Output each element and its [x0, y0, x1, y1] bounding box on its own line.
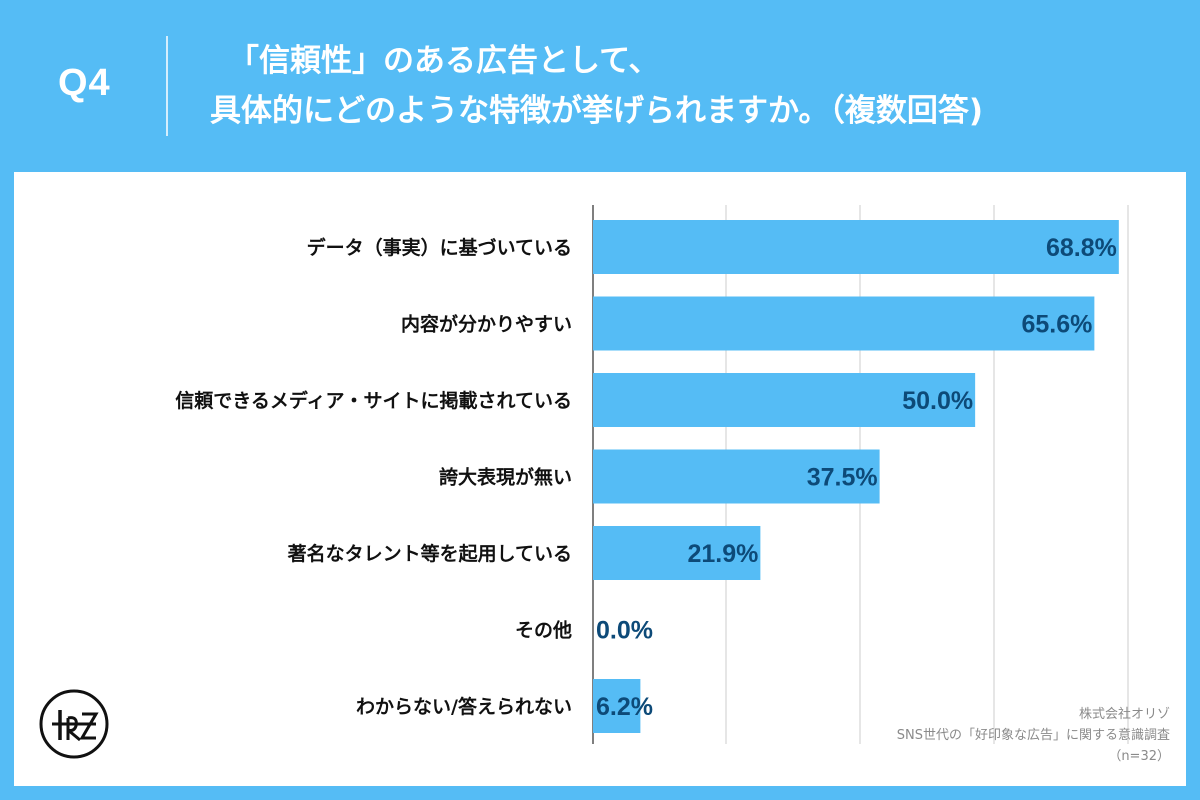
- bar: [593, 526, 761, 580]
- category-label: 著名なタレント等を起用している: [288, 542, 572, 565]
- chart-title: 「信頼性」のある広告として、 具体的にどのような特徴が挙げられますか。（複数回答…: [210, 36, 983, 136]
- footer-company: 株式会社オリゾ: [1078, 707, 1170, 722]
- header-divider: [166, 36, 168, 136]
- title-line-1: 「信頼性」のある広告として、: [228, 43, 660, 79]
- category-label: データ（事実）に基づいている: [307, 236, 572, 259]
- bar: [593, 449, 880, 504]
- footer-survey: SNS世代の「好印象な広告」に関する意識調査: [896, 728, 1170, 743]
- category-labels: データ（事実）に基づいている内容が分かりやすい信頼できるメディア・サイトに掲載さ…: [175, 236, 572, 718]
- category-label: 内容が分かりやすい: [401, 313, 572, 336]
- category-label: 誇大表現が無い: [439, 466, 572, 489]
- value-label: 65.6%: [1021, 311, 1092, 339]
- value-label: 50.0%: [902, 387, 973, 415]
- value-label: 6.2%: [596, 693, 653, 721]
- footer-source: 株式会社オリゾ SNS世代の「好印象な広告」に関する意識調査 （n=32）: [897, 704, 1170, 767]
- category-label: わからない/答えられない: [356, 695, 572, 718]
- question-label: Q4: [58, 62, 111, 104]
- bar: [593, 373, 976, 427]
- value-labels: 68.8% 65.6% 50.0% 37.5% 21.9% 0.0% 6.2%: [596, 234, 1117, 721]
- value-label: 0.0%: [596, 617, 653, 645]
- footer-sample: （n=32）: [1108, 749, 1170, 764]
- bar: [593, 679, 641, 733]
- title-line-2: 具体的にどのような特徴が挙げられますか。（複数回答): [210, 93, 984, 129]
- value-label: 68.8%: [1046, 234, 1117, 262]
- bar: [593, 296, 1095, 351]
- header: Q4 「信頼性」のある広告として、 具体的にどのような特徴が挙げられますか。（複…: [0, 0, 1200, 170]
- orizo-logo-icon: [39, 689, 109, 759]
- value-label: 37.5%: [807, 464, 878, 492]
- value-label: 21.9%: [687, 540, 758, 568]
- category-label: 信頼できるメディア・サイトに掲載されている: [175, 389, 572, 412]
- bar: [593, 220, 1119, 274]
- category-label: その他: [515, 619, 572, 642]
- bars: [593, 220, 1119, 733]
